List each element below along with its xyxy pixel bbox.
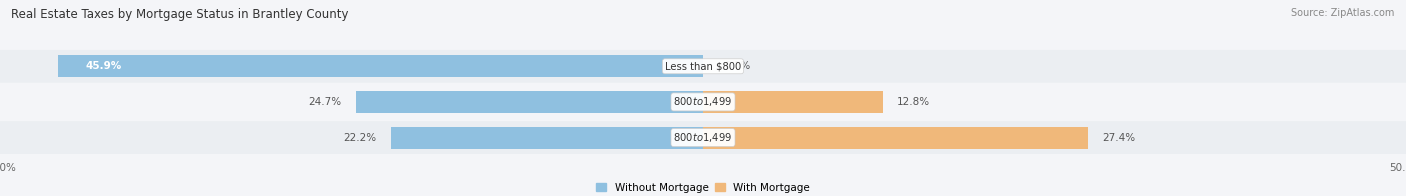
Bar	[703, 91, 883, 113]
Text: $800 to $1,499: $800 to $1,499	[673, 131, 733, 144]
Text: $800 to $1,499: $800 to $1,499	[673, 95, 733, 108]
Bar	[703, 126, 1088, 149]
FancyBboxPatch shape	[0, 85, 1406, 118]
Text: 27.4%: 27.4%	[1102, 132, 1136, 142]
Text: Source: ZipAtlas.com: Source: ZipAtlas.com	[1291, 8, 1395, 18]
Bar	[356, 91, 703, 113]
Bar	[58, 55, 703, 77]
Text: 12.8%: 12.8%	[897, 97, 931, 107]
FancyBboxPatch shape	[0, 50, 1406, 83]
Text: Less than $800: Less than $800	[665, 61, 741, 71]
Text: Real Estate Taxes by Mortgage Status in Brantley County: Real Estate Taxes by Mortgage Status in …	[11, 8, 349, 21]
FancyBboxPatch shape	[0, 121, 1406, 154]
Text: 24.7%: 24.7%	[308, 97, 342, 107]
Text: 0.0%: 0.0%	[724, 61, 751, 71]
Legend: Without Mortgage, With Mortgage: Without Mortgage, With Mortgage	[592, 178, 814, 196]
Text: 45.9%: 45.9%	[86, 61, 122, 71]
Bar	[391, 126, 703, 149]
Text: 22.2%: 22.2%	[343, 132, 377, 142]
